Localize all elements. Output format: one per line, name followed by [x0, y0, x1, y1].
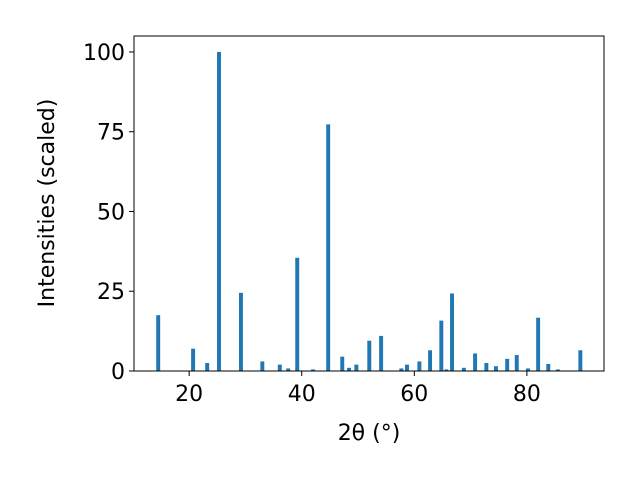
- bar: [340, 356, 345, 371]
- y-tick-label: 100: [83, 41, 125, 66]
- bar: [367, 340, 372, 371]
- bar: [260, 361, 265, 371]
- bar: [286, 368, 291, 371]
- y-tick-label: 25: [97, 280, 125, 305]
- bar: [526, 368, 530, 371]
- bar: [217, 51, 221, 371]
- bar: [493, 366, 498, 371]
- bar: [326, 124, 331, 371]
- x-tick-label: 20: [175, 382, 203, 407]
- bar: [191, 348, 196, 371]
- y-tick-label: 0: [111, 360, 125, 385]
- bar: [546, 363, 551, 371]
- bar: [439, 320, 444, 371]
- bar: [505, 358, 510, 371]
- y-tick-label: 50: [97, 200, 125, 225]
- bar: [354, 364, 359, 371]
- bar: [347, 367, 351, 371]
- bar: [156, 315, 161, 371]
- bar: [379, 335, 384, 371]
- bar: [417, 361, 422, 371]
- bar: [277, 364, 282, 371]
- x-axis-label: 2θ (°): [338, 421, 401, 446]
- bar: [405, 364, 409, 371]
- bar: [205, 363, 210, 371]
- y-axis-label: Intensities (scaled): [35, 99, 60, 308]
- bar: [399, 368, 404, 371]
- plot-frame: [133, 35, 605, 372]
- bar: [461, 367, 466, 371]
- y-tick-label: 75: [97, 121, 125, 146]
- bar: [428, 350, 433, 371]
- x-tick-label: 80: [513, 382, 541, 407]
- x-tick-label: 60: [400, 382, 428, 407]
- bar: [295, 257, 300, 371]
- bar: [311, 369, 315, 371]
- bar: [484, 363, 489, 371]
- bar: [536, 317, 541, 371]
- bar: [238, 292, 243, 371]
- bar: [514, 355, 519, 371]
- bar: [578, 350, 583, 371]
- bar: [444, 369, 449, 371]
- bar: [473, 353, 478, 371]
- bar: [555, 369, 560, 371]
- x-tick-label: 40: [288, 382, 316, 407]
- bar: [450, 293, 454, 371]
